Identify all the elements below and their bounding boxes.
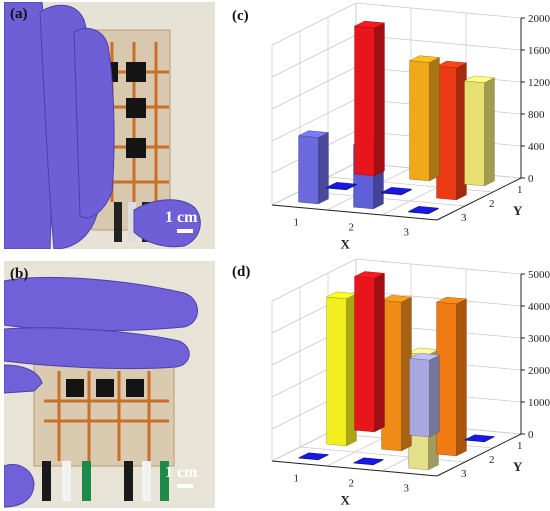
chart-d-y-tick-label: 3 [461,468,467,480]
chart-c-z-tick-label: 400 [528,141,545,153]
scale-bar-label-a: 1 cm [165,209,198,226]
chart-c-z-tick-label: 800 [528,109,545,121]
chart-c-bar-x1-y1 [353,20,386,177]
chart-d-bar-x3-y2 [435,296,468,457]
chart-c-y-tick-label: 1 [517,184,523,196]
chart-c-bar-x3-y2 [435,60,468,201]
chart-c-x-axis-title: X [341,237,351,252]
chart-c-bar-x1-y3 [297,130,330,205]
chart-c-bar-x3-y1 [463,75,496,187]
chart-d-x-tick-label: 3 [404,483,410,495]
chart-d-y-axis: 1 2 3 Y [436,433,523,480]
chart-c-z-tick-label: 0 [528,173,534,185]
panel-label-a: (a) [10,6,28,22]
chart-d-bar-x2-y1 [408,353,441,438]
chart-c-y-axis: 1 2 3 Y [436,177,523,224]
photo-a-drawing [4,2,215,249]
panel-label-b: (b) [10,266,29,282]
chart-d-bar-x1-y2 [325,291,358,447]
chart-d-bar-x3-y1 [463,434,496,443]
chart-d-z-tick-label: 5000 [528,269,550,281]
photo-b-drawing [4,261,215,508]
chart-c-bar-x2-y1 [408,55,441,182]
chart-c-y-tick-label: 2 [489,198,495,210]
chart-d-bar-x2-y3 [352,457,385,466]
panel-label-d: (d) [232,264,251,280]
chart-d-x-tick-label: 1 [294,473,300,485]
chart-c-z-axis: 0400800120016002000ΔI/I0 (%) [520,13,550,185]
chart-d-z-tick-label: 3000 [528,333,550,345]
chart-c-bar-x2-y2 [380,187,413,196]
chart-d-z-axis: 010002000300040005000ΔI/I0 (%) [520,269,550,441]
chart-d-z-tick-label: 4000 [528,301,550,313]
photo-sensor-array-a [4,2,215,249]
chart-d-x-axis: 1 2 3 X [271,460,438,508]
chart-d-bar-x1-y1 [353,271,386,433]
chart-c-bar-x1-y2 [325,182,358,191]
scale-bar-label-b: 1 cm [165,464,198,481]
scale-bar-b [177,484,193,488]
chart-d-bar-x1-y3 [297,452,330,461]
chart-d-z-tick-label: 1000 [528,397,550,409]
photo-sensor-array-b [4,261,215,508]
chart-c-x-tick-label: 2 [349,222,355,234]
panel-label-c: (c) [232,8,249,24]
chart-d-z-tick-label: 2000 [528,365,550,377]
chart-d-x-axis-title: X [341,493,351,508]
chart-c-y-axis-title: Y [513,203,523,218]
chart-d-x-tick-label: 2 [349,478,355,490]
chart-d-container: (d) 010002000300040005000ΔI/I0 (%)123X12… [232,256,550,511]
chart-c-x-tick-label: 1 [294,217,300,229]
chart-c-x-tick-label: 3 [404,227,410,239]
chart-d-y-tick-label: 2 [489,454,495,466]
chart-c-x-axis: 1 2 3 X [271,204,438,252]
chart-d-bar-x2-y2 [380,295,413,452]
chart-c-z-tick-label: 1200 [528,77,550,89]
chart-c-bar-x3-y3 [407,206,440,215]
chart-d-y-tick-label: 1 [517,440,523,452]
chart-d-z-tick-label: 0 [528,429,534,441]
chart-c-y-tick-label: 3 [461,212,467,224]
chart-c-z-tick-label: 1600 [528,45,550,57]
scale-bar-a [177,229,193,233]
chart-d-y-axis-title: Y [513,459,523,474]
chart-c-z-tick-label: 2000 [528,13,550,25]
